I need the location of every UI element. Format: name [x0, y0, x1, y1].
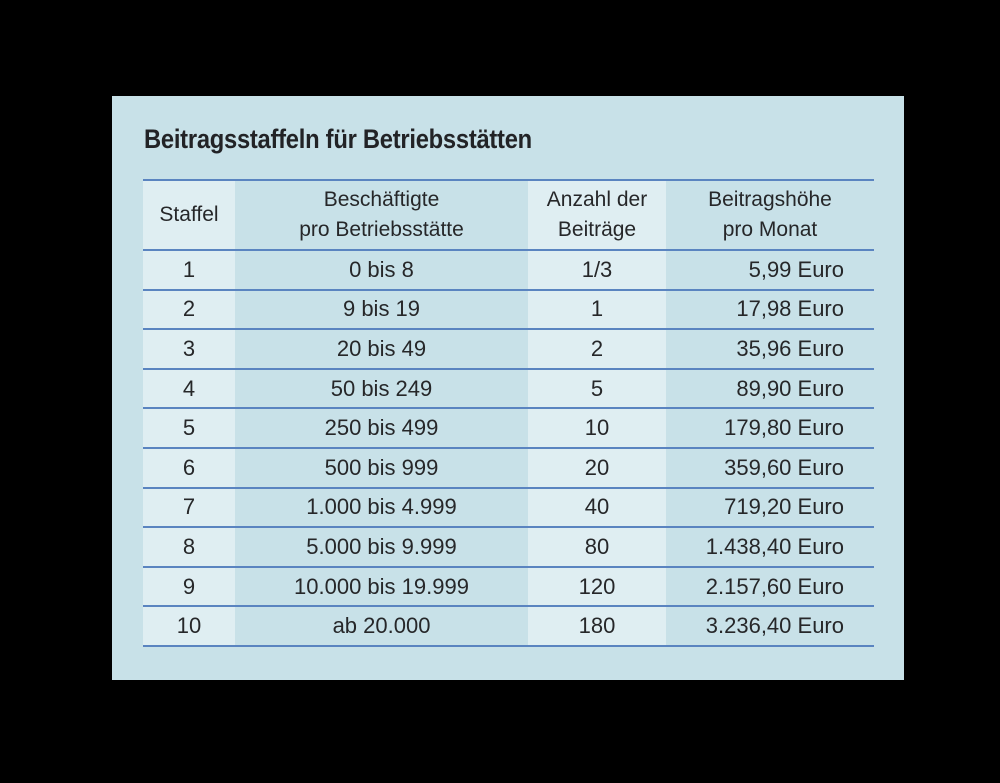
table-row: 3 20 bis 49 2 35,96 Euro [143, 329, 874, 370]
cell-beitrag: 17,98 Euro [666, 289, 874, 331]
cell-beschaeftigte: 250 bis 499 [235, 408, 528, 449]
cell-staffel: 7 [143, 487, 235, 529]
table-row: 6 500 bis 999 20 359,60 Euro [143, 447, 874, 489]
cell-staffel: 10 [143, 606, 235, 647]
cell-staffel: 2 [143, 289, 235, 331]
cell-beschaeftigte: 5.000 bis 9.999 [235, 527, 528, 568]
cell-beschaeftigte: 50 bis 249 [235, 368, 528, 410]
table-row: 9 10.000 bis 19.999 120 2.157,60 Euro [143, 566, 874, 608]
table-row: 4 50 bis 249 5 89,90 Euro [143, 368, 874, 410]
header-label-line1: Anzahl der [546, 188, 648, 211]
header-label-line2: pro Betriebsstätte [299, 218, 464, 241]
cell-beitrag: 179,80 Euro [666, 408, 874, 449]
cell-beitrag-value: 719,20 Euro [724, 494, 844, 520]
cell-beschaeftigte: ab 20.000 [235, 606, 528, 647]
cell-beitrag-value: 17,98 Euro [736, 296, 844, 322]
cell-beitrag: 1.438,40 Euro [666, 527, 874, 568]
header-label-line2: Beiträge [557, 218, 637, 241]
cell-staffel: 8 [143, 527, 235, 568]
cell-beitrag-value: 2.157,60 Euro [705, 573, 844, 599]
header-anzahl: Anzahl der Beiträge [528, 180, 666, 251]
cell-staffel: 3 [143, 329, 235, 370]
table-row: 10 ab 20.000 180 3.236,40 Euro [143, 606, 874, 647]
cell-beitrag: 2.157,60 Euro [666, 566, 874, 608]
header-label: Staffel [159, 203, 219, 226]
cell-staffel: 4 [143, 368, 235, 410]
cell-anzahl: 1/3 [528, 250, 666, 291]
cell-beitrag: 89,90 Euro [666, 368, 874, 410]
cell-anzahl: 2 [528, 329, 666, 370]
cell-anzahl: 80 [528, 527, 666, 568]
cell-anzahl: 5 [528, 368, 666, 410]
cell-beschaeftigte: 20 bis 49 [235, 329, 528, 370]
cell-beitrag: 35,96 Euro [666, 329, 874, 370]
cell-beitrag: 359,60 Euro [666, 447, 874, 489]
cell-beitrag-value: 1.438,40 Euro [705, 533, 844, 559]
cell-staffel: 5 [143, 408, 235, 449]
cell-beitrag-value: 359,60 Euro [724, 454, 844, 480]
cell-anzahl: 20 [528, 447, 666, 489]
table-row: 8 5.000 bis 9.999 80 1.438,40 Euro [143, 527, 874, 568]
cell-beitrag-value: 179,80 Euro [724, 415, 844, 441]
page-title: Beitragsstaffeln für Betriebsstätten [144, 124, 532, 154]
cell-anzahl: 40 [528, 487, 666, 529]
cell-staffel: 6 [143, 447, 235, 489]
cell-anzahl: 10 [528, 408, 666, 449]
cell-anzahl: 120 [528, 566, 666, 608]
cell-beitrag: 5,99 Euro [666, 250, 874, 291]
table-row: 2 9 bis 19 1 17,98 Euro [143, 289, 874, 331]
table-row: 7 1.000 bis 4.999 40 719,20 Euro [143, 487, 874, 529]
info-panel: Beitragsstaffeln für Betriebsstätten Sta… [112, 96, 904, 680]
cell-beitrag-value: 5,99 Euro [748, 256, 844, 282]
cell-beitrag-value: 3.236,40 Euro [705, 613, 844, 639]
cell-beschaeftigte: 1.000 bis 4.999 [235, 487, 528, 529]
header-label-line1: Beitragshöhe [708, 188, 832, 211]
table-header-row: Staffel Beschäftigte pro Betriebsstätte … [143, 180, 874, 251]
cell-beitrag-value: 89,90 Euro [736, 375, 844, 401]
header-label-line1: Beschäftigte [323, 188, 440, 211]
cell-beschaeftigte: 9 bis 19 [235, 289, 528, 331]
header-staffel: Staffel [143, 180, 235, 251]
cell-beschaeftigte: 500 bis 999 [235, 447, 528, 489]
contribution-table: Staffel Beschäftigte pro Betriebsstätte … [143, 179, 874, 647]
cell-beschaeftigte: 0 bis 8 [235, 250, 528, 291]
table-row: 1 0 bis 8 1/3 5,99 Euro [143, 250, 874, 291]
cell-staffel: 1 [143, 250, 235, 291]
cell-anzahl: 180 [528, 606, 666, 647]
header-beschaeftigte: Beschäftigte pro Betriebsstätte [235, 180, 528, 251]
header-label-line2: pro Monat [722, 218, 818, 241]
table-row: 5 250 bis 499 10 179,80 Euro [143, 408, 874, 449]
cell-beschaeftigte: 10.000 bis 19.999 [235, 566, 528, 608]
cell-beitrag: 3.236,40 Euro [666, 606, 874, 647]
cell-staffel: 9 [143, 566, 235, 608]
header-beitrag: Beitragshöhe pro Monat [666, 180, 874, 251]
cell-anzahl: 1 [528, 289, 666, 331]
cell-beitrag-value: 35,96 Euro [736, 335, 844, 361]
cell-beitrag: 719,20 Euro [666, 487, 874, 529]
